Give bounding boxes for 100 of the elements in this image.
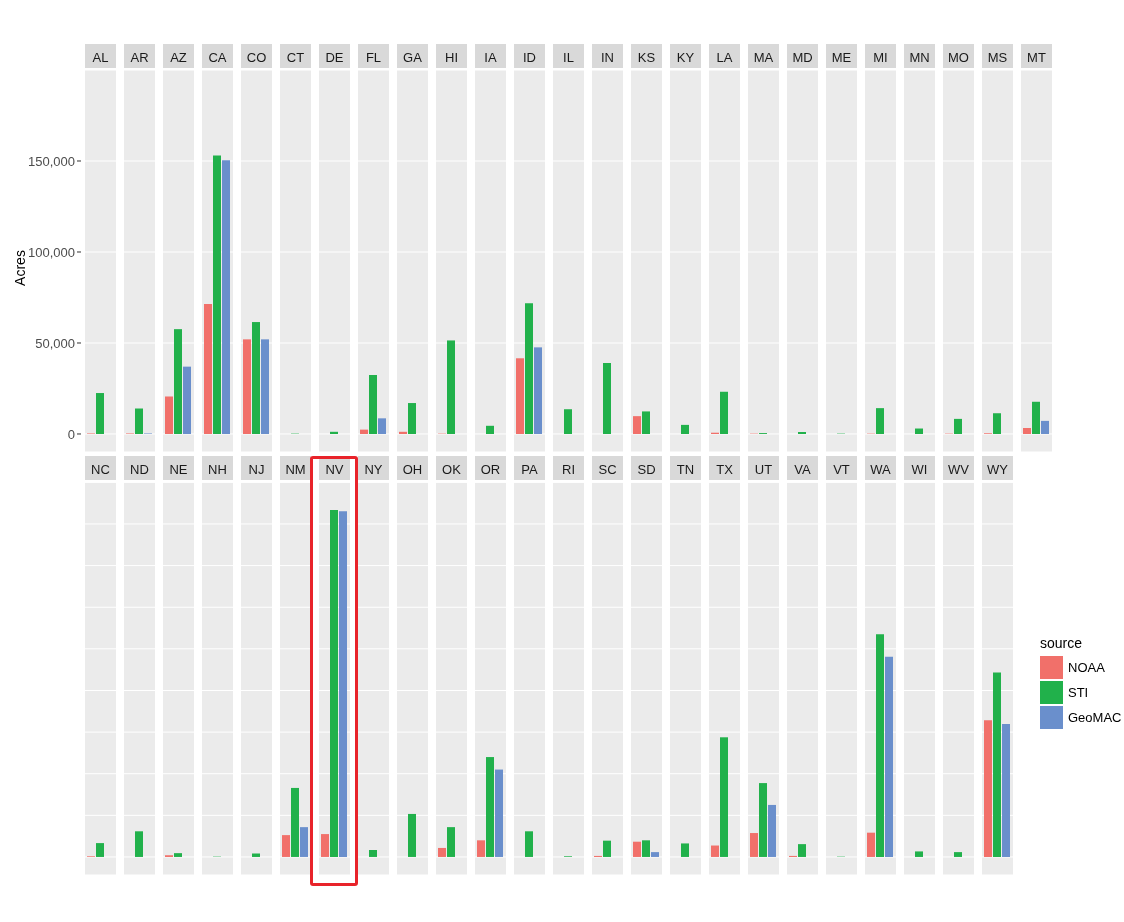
bar [183, 366, 191, 434]
x-tick-label: AR [130, 50, 149, 65]
bar [330, 510, 338, 857]
legend-title: source [1040, 635, 1084, 651]
bar [993, 672, 1001, 857]
x-tick-label: WY [987, 462, 1009, 477]
bar [135, 408, 143, 434]
bar [165, 396, 173, 434]
bar [798, 431, 806, 434]
bar [720, 737, 728, 857]
bar [984, 720, 992, 857]
x-tick-label: VT [833, 462, 850, 477]
y-tick-label: 100,000 [28, 244, 75, 260]
bar [243, 339, 251, 434]
legend-label: STI [1068, 685, 1089, 700]
legend-label: GeoMAC [1068, 710, 1122, 725]
x-tick-label: MT [1027, 50, 1046, 65]
bar [885, 656, 893, 857]
bar [174, 853, 182, 857]
x-tick-label: TN [676, 462, 695, 477]
x-tick-label: MN [909, 50, 930, 65]
bar [495, 769, 503, 857]
x-tick-label: NM [285, 462, 306, 477]
bar [213, 155, 221, 434]
bar [915, 851, 923, 857]
x-tick-label: UT [754, 462, 773, 477]
bar [633, 841, 641, 857]
bar [282, 835, 290, 857]
x-tick-label: NC [91, 462, 110, 477]
x-tick-label: KS [637, 50, 656, 65]
x-tick-label: CT [286, 50, 305, 65]
bar [954, 418, 962, 434]
x-tick-label: MA [753, 50, 774, 65]
bar [798, 844, 806, 857]
x-tick-label: RI [562, 462, 575, 477]
x-tick-label: NE [169, 462, 188, 477]
bar [525, 303, 533, 434]
bar [399, 431, 407, 434]
x-tick-label: AZ [170, 50, 187, 65]
x-tick-label: ND [130, 462, 149, 477]
bar [438, 847, 446, 857]
bar [681, 424, 689, 434]
bar [759, 783, 767, 857]
bar [534, 347, 542, 434]
x-tick-label: PA [521, 462, 539, 477]
bar [711, 845, 719, 857]
bar [564, 409, 572, 434]
x-tick-label: WI [911, 462, 928, 477]
x-tick-label: NV [325, 462, 344, 477]
bar [96, 393, 104, 434]
bar [642, 411, 650, 434]
bar [447, 827, 455, 857]
x-tick-label: CA [208, 50, 227, 65]
x-tick-label: OH [402, 462, 423, 477]
bar [486, 425, 494, 434]
bar [291, 787, 299, 857]
x-tick-label: IL [563, 50, 574, 65]
bar [1002, 724, 1010, 857]
x-tick-label: MS [987, 50, 1008, 65]
bar [447, 340, 455, 434]
bar [369, 375, 377, 434]
bar [1041, 420, 1049, 434]
bar [1032, 401, 1040, 434]
bar [867, 832, 875, 857]
bar [222, 160, 230, 434]
x-tick-label: VA [794, 462, 812, 477]
bar [768, 804, 776, 857]
x-tick-label: NY [364, 462, 383, 477]
bar [876, 634, 884, 857]
bar [300, 827, 308, 857]
bar [369, 850, 377, 857]
bar [360, 429, 368, 434]
x-tick-label: AL [92, 50, 109, 65]
x-tick-label: IN [601, 50, 614, 65]
x-tick-label: LA [716, 50, 733, 65]
x-tick-label: DE [325, 50, 344, 65]
x-tick-label: MD [792, 50, 813, 65]
bar [135, 831, 143, 857]
x-tick-label: WV [948, 462, 970, 477]
y-tick-label: 50,000 [35, 335, 75, 351]
x-tick-label: KY [676, 50, 695, 65]
bar [915, 428, 923, 434]
x-tick-label: GA [403, 50, 423, 65]
bar [681, 843, 689, 857]
x-tick-label: SD [637, 462, 656, 477]
x-tick-label: FL [365, 50, 382, 65]
x-tick-label: HI [445, 50, 458, 65]
x-tick-label: ID [523, 50, 536, 65]
bar [321, 834, 329, 857]
bar [378, 418, 386, 434]
bar [954, 852, 962, 857]
bar [486, 757, 494, 857]
bar [603, 363, 611, 434]
bar [330, 431, 338, 434]
x-tick-label: IA [484, 50, 497, 65]
bar [408, 813, 416, 857]
y-tick-label: 0 [67, 426, 75, 442]
bar [720, 391, 728, 434]
bar [252, 853, 260, 857]
x-tick-label: NH [208, 462, 227, 477]
